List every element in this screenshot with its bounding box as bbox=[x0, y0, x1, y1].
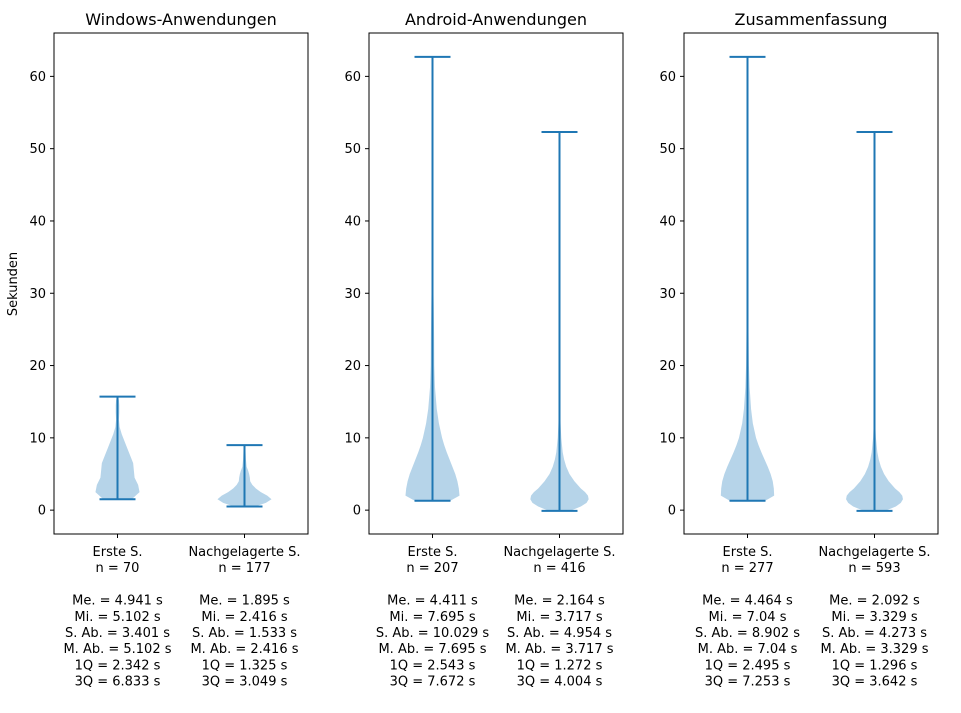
x-tick-label: Nachgelagerte S. bbox=[188, 545, 300, 560]
x-tick-label: n = 416 bbox=[533, 561, 585, 576]
x-tick-label: Erste S. bbox=[93, 545, 143, 560]
y-tick-label: 0 bbox=[38, 504, 46, 519]
stats-line: Me. = 1.895 s bbox=[199, 594, 290, 609]
x-tick-label: n = 70 bbox=[96, 561, 140, 576]
y-tick-label: 60 bbox=[659, 70, 676, 85]
y-tick-label: 30 bbox=[344, 287, 361, 302]
stats-line: 1Q = 2.495 s bbox=[705, 658, 791, 673]
y-tick-label: 30 bbox=[659, 287, 676, 302]
y-tick-label: 50 bbox=[344, 142, 361, 157]
x-tick-label: Erste S. bbox=[408, 545, 458, 560]
stats-line: Mi. = 7.04 s bbox=[709, 610, 787, 625]
x-tick-label: n = 207 bbox=[406, 561, 458, 576]
x-tick-label: n = 277 bbox=[721, 561, 773, 576]
stats-line: Me. = 4.464 s bbox=[702, 594, 793, 609]
stats-line: 1Q = 1.325 s bbox=[202, 658, 288, 673]
panel-title: Windows-Anwendungen bbox=[85, 10, 277, 29]
stats-line: M. Ab. = 5.102 s bbox=[63, 642, 171, 657]
stats-line: S. Ab. = 8.902 s bbox=[695, 626, 800, 641]
y-tick-label: 40 bbox=[344, 214, 361, 229]
y-axis-label: Sekunden bbox=[6, 252, 21, 316]
stats-line: S. Ab. = 4.954 s bbox=[507, 626, 612, 641]
x-tick-label: Nachgelagerte S. bbox=[818, 545, 930, 560]
stats-line: Me. = 4.411 s bbox=[387, 594, 478, 609]
y-tick-label: 10 bbox=[659, 431, 676, 446]
stats-line: 3Q = 3.049 s bbox=[202, 675, 288, 690]
stats-line: 3Q = 4.004 s bbox=[517, 675, 603, 690]
stats-line: M. Ab. = 7.04 s bbox=[698, 642, 798, 657]
x-tick-label: n = 593 bbox=[848, 561, 900, 576]
stats-line: S. Ab. = 1.533 s bbox=[192, 626, 297, 641]
axes-frame bbox=[683, 32, 939, 535]
y-tick-label: 50 bbox=[659, 142, 676, 157]
y-tick-label: 20 bbox=[659, 359, 676, 374]
y-tick-label: 40 bbox=[29, 214, 46, 229]
panel-android: Android-Anwendungen 0 10 20 30 40 50 60 Erste S.… bbox=[344, 10, 624, 690]
x-tick-label: n = 177 bbox=[218, 561, 270, 576]
y-tick-label: 0 bbox=[668, 504, 676, 519]
axes-frame bbox=[53, 32, 309, 535]
stats-line: Mi. = 2.416 s bbox=[201, 610, 287, 625]
stats-line: 3Q = 6.833 s bbox=[75, 675, 161, 690]
y-tick-label: 60 bbox=[344, 70, 361, 85]
stats-line: M. Ab. = 3.717 s bbox=[505, 642, 613, 657]
stats-line: S. Ab. = 10.029 s bbox=[376, 626, 490, 641]
axes-frame bbox=[368, 32, 624, 535]
y-tick-label: 50 bbox=[29, 142, 46, 157]
stats-line: Mi. = 7.695 s bbox=[389, 610, 475, 625]
x-tick-label: Nachgelagerte S. bbox=[503, 545, 615, 560]
y-tick-label: 20 bbox=[29, 359, 46, 374]
stats-line: Mi. = 5.102 s bbox=[74, 610, 160, 625]
stats-line: Me. = 2.164 s bbox=[514, 594, 605, 609]
stats-line: 1Q = 1.272 s bbox=[517, 658, 603, 673]
y-tick-label: 20 bbox=[344, 359, 361, 374]
y-tick-label: 10 bbox=[29, 431, 46, 446]
panel-title: Zusammenfassung bbox=[735, 10, 888, 29]
stats-line: M. Ab. = 7.695 s bbox=[378, 642, 486, 657]
y-tick-label: 10 bbox=[344, 431, 361, 446]
x-tick-label: Erste S. bbox=[723, 545, 773, 560]
stats-line: S. Ab. = 3.401 s bbox=[65, 626, 170, 641]
stats-line: 3Q = 7.672 s bbox=[390, 675, 476, 690]
y-tick-label: 40 bbox=[659, 214, 676, 229]
panel-windows: Windows-Anwendungen 0 10 20 30 40 50 60 Erste S.… bbox=[29, 10, 309, 690]
y-tick-label: 30 bbox=[29, 287, 46, 302]
stats-line: 3Q = 3.642 s bbox=[832, 675, 918, 690]
panel-title: Android-Anwendungen bbox=[405, 10, 587, 29]
stats-line: 1Q = 2.543 s bbox=[390, 658, 476, 673]
y-tick-label: 60 bbox=[29, 70, 46, 85]
stats-line: Mi. = 3.329 s bbox=[831, 610, 917, 625]
stats-line: 3Q = 7.253 s bbox=[705, 675, 791, 690]
stats-line: Me. = 4.941 s bbox=[72, 594, 163, 609]
stats-line: 1Q = 2.342 s bbox=[75, 658, 161, 673]
stats-line: M. Ab. = 2.416 s bbox=[190, 642, 298, 657]
stats-line: M. Ab. = 3.329 s bbox=[820, 642, 928, 657]
y-tick-label: 0 bbox=[353, 504, 361, 519]
stats-line: Mi. = 3.717 s bbox=[516, 610, 602, 625]
stats-line: Me. = 2.092 s bbox=[829, 594, 920, 609]
stats-line: 1Q = 1.296 s bbox=[832, 658, 918, 673]
stats-line: S. Ab. = 4.273 s bbox=[822, 626, 927, 641]
